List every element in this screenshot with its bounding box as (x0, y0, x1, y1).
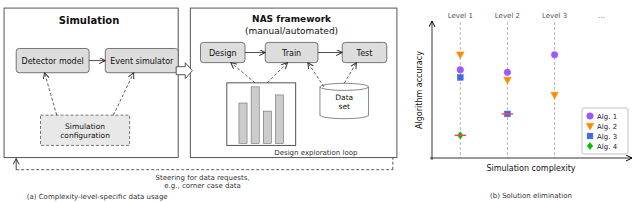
detector-box-label: Detector model (21, 57, 83, 66)
dataset-top (320, 83, 369, 90)
config-arrow (113, 73, 133, 115)
level-line (554, 22, 555, 158)
train-box (265, 42, 318, 62)
text-line: ... (598, 12, 605, 20)
category-label: Level 1 (448, 12, 473, 20)
dataset-side (368, 87, 369, 115)
nas-box (190, 8, 397, 157)
feedback-arrow (344, 63, 356, 84)
level-line (507, 22, 508, 158)
design-box-label: Design (209, 49, 237, 58)
x-axis (430, 158, 632, 159)
category-label: Level 2 (495, 12, 520, 20)
text-line: Simulation (59, 15, 120, 26)
text-line: Design exploration loop (274, 149, 358, 157)
legend-label: Alg. 4 (597, 143, 618, 151)
figure: Simulation NAS framework (manual/automated… (0, 0, 640, 202)
text-line: set (339, 102, 351, 111)
text-line: Simulation (65, 122, 105, 131)
event-box (105, 48, 178, 72)
train-box-label: Train (281, 49, 301, 58)
marks (455, 51, 559, 138)
feedback-arrow (231, 63, 255, 83)
steering-arrow (16, 159, 17, 170)
text-line: Test (356, 49, 373, 58)
loop-label: Design exploration loop (274, 149, 358, 157)
category-label: Level 3 (542, 12, 567, 20)
config-arrow (45, 73, 57, 115)
text-line: Steering for data requests, (155, 174, 249, 182)
legend-label: Alg. 3 (597, 133, 617, 141)
y-axis (432, 21, 433, 160)
icon-bar (275, 95, 283, 143)
flow-arrow (318, 52, 342, 53)
threshold-mark (502, 113, 513, 115)
text-line: Level 1 (448, 12, 473, 20)
diagram: Simulation NAS framework (manual/automated… (4, 8, 397, 201)
threshold-mark (455, 135, 466, 137)
dataset-side (319, 87, 320, 115)
legend-label: Alg. 2 (597, 123, 617, 131)
detector-box (16, 48, 89, 72)
text-line: Event simulator (110, 57, 174, 66)
text-line: Level 3 (542, 12, 567, 20)
y-axis-label: Algorithm accuracy (415, 51, 424, 129)
x-axis-label: Simulation complexity (486, 164, 575, 173)
point (457, 75, 463, 81)
sim-config-label: Simulationconfiguration (60, 122, 110, 140)
legend-label: Alg. 1 (597, 113, 617, 121)
legend-marker (587, 133, 593, 139)
category-label: ... (598, 12, 605, 20)
test-box-label: Test (356, 49, 373, 58)
scatter-panel: Level 1Level 2Level 3...Alg. 1Alg. 2Alg.… (415, 12, 632, 200)
text-line: Data (335, 93, 353, 102)
simulation-title: Simulation (59, 15, 120, 26)
text-line: NAS framework (252, 14, 332, 24)
point (504, 77, 512, 84)
text-line: (manual/automated) (245, 26, 338, 36)
transfer-arrow (176, 63, 192, 79)
point (457, 67, 464, 74)
text-line: Design (209, 49, 237, 58)
icon-bar (239, 103, 247, 143)
text-line: configuration (60, 131, 110, 140)
icon-bar (263, 111, 271, 143)
icon-bar (251, 87, 259, 144)
feedback-arrow (267, 63, 287, 83)
text-line: Train (281, 49, 301, 58)
caption: (a) Complexity-level-specific data usage (27, 193, 168, 201)
legend-marker (587, 142, 593, 149)
point (551, 51, 558, 58)
point (551, 92, 559, 99)
flow-arrow (89, 60, 105, 61)
legend-frame (582, 108, 628, 154)
dataset-label: Dataset (335, 93, 353, 111)
design-box (200, 42, 245, 62)
dataset-fill (320, 87, 368, 115)
simulation-box (4, 8, 178, 157)
legend-marker (586, 123, 594, 130)
point (456, 52, 464, 59)
icon-frame (227, 83, 296, 146)
text-line: Simulation complexity (486, 164, 575, 173)
sim-config-box (41, 115, 130, 145)
nas-title: NAS framework (manual/automated) (245, 14, 338, 36)
text-line: (a) Complexity-level-specific data usage (27, 193, 168, 201)
point (504, 69, 511, 76)
legend: Alg. 1 Alg. 2 Alg. 3 Alg. 4 (582, 108, 628, 154)
caption: (b) Solution elimination (490, 192, 572, 200)
steering-line (392, 158, 393, 170)
steering-line (16, 169, 393, 170)
event-box-label: Event simulator (110, 57, 174, 66)
text-line: Level 2 (495, 12, 520, 20)
dataset-body (320, 87, 369, 115)
text-line: e.g., corner case data (164, 182, 240, 190)
steering-label: Steering for data requests,e.g., corner … (155, 174, 249, 190)
test-box (342, 42, 387, 62)
feedback-arrow (308, 63, 324, 87)
legend-marker (587, 113, 594, 120)
text-line: Detector model (21, 57, 83, 66)
text-line: (b) Solution elimination (490, 192, 572, 200)
flow-arrow (245, 52, 265, 53)
